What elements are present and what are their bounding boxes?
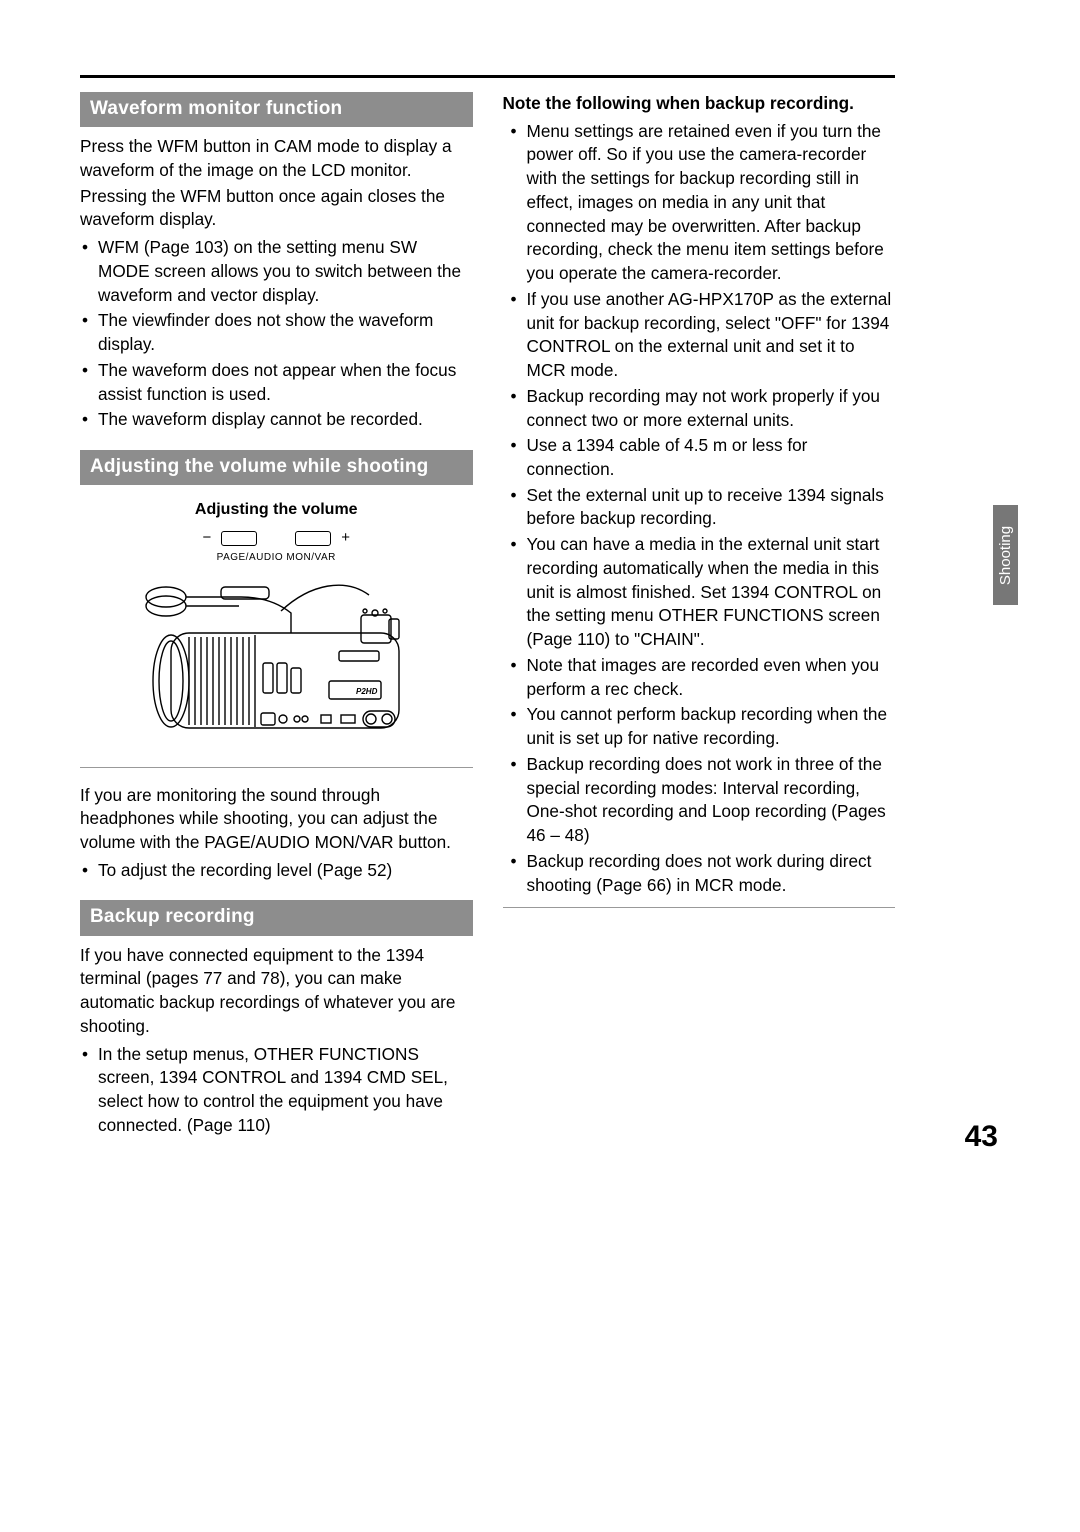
list-item: The viewfinder does not show the wavefor… (80, 309, 473, 356)
list-item: If you use another AG-HPX170P as the ext… (503, 288, 896, 383)
figure-title: Adjusting the volume (80, 499, 473, 521)
right-column: Note the following when backup recording… (503, 92, 896, 1156)
list-item: In the setup menus, OTHER FUNCTIONS scre… (80, 1043, 473, 1138)
waveform-bullets: WFM (Page 103) on the setting menu SW MO… (80, 236, 473, 432)
list-item: The waveform does not appear when the fo… (80, 359, 473, 406)
notes-bullets: Menu settings are retained even if you t… (503, 120, 896, 898)
waveform-intro-1: Press the WFM button in CAM mode to disp… (80, 135, 473, 182)
list-item: Use a 1394 cable of 4.5 m or less for co… (503, 434, 896, 481)
list-item: Set the external unit up to receive 1394… (503, 484, 896, 531)
volume-body: If you are monitoring the sound through … (80, 784, 473, 855)
list-item: Backup recording may not work properly i… (503, 385, 896, 432)
backup-section: Backup recording If you have connected e… (80, 900, 473, 1137)
backup-bullets: In the setup menus, OTHER FUNCTIONS scre… (80, 1043, 473, 1138)
waveform-header: Waveform monitor function (80, 92, 473, 127)
volume-up-icon (295, 531, 331, 546)
volume-header: Adjusting the volume while shooting (80, 450, 473, 485)
volume-section: Adjusting the volume while shooting Adju… (80, 450, 473, 882)
manual-page: Waveform monitor function Press the WFM … (0, 0, 1080, 1196)
two-column-layout: Waveform monitor function Press the WFM … (80, 92, 895, 1156)
list-item: WFM (Page 103) on the setting menu SW MO… (80, 236, 473, 307)
backup-header: Backup recording (80, 900, 473, 935)
notes-heading: Note the following when backup recording… (503, 92, 896, 116)
volume-bullets: To adjust the recording level (Page 52) (80, 859, 473, 883)
svg-text:P2HD: P2HD (356, 687, 378, 696)
list-item: Menu settings are retained even if you t… (503, 120, 896, 286)
list-item: You can have a media in the external uni… (503, 533, 896, 652)
section-divider (503, 907, 896, 908)
chapter-tab-label: Shooting (997, 525, 1014, 584)
figure-caption: PAGE/AUDIO MON/VAR (80, 551, 473, 565)
left-column: Waveform monitor function Press the WFM … (80, 92, 473, 1156)
list-item: The waveform display cannot be recorded. (80, 408, 473, 432)
camcorder-icon: P2HD (131, 573, 421, 748)
list-item: Backup recording does not work in three … (503, 753, 896, 848)
waveform-section: Waveform monitor function Press the WFM … (80, 92, 473, 432)
minus-label: − (202, 528, 211, 549)
backup-intro: If you have connected equipment to the 1… (80, 944, 473, 1039)
volume-figure: Adjusting the volume − + PAGE/AUDIO MON/… (80, 493, 473, 767)
top-rule (80, 75, 895, 78)
plus-label: + (341, 528, 350, 549)
chapter-tab: Shooting (993, 505, 1018, 605)
page-number: 43 (965, 1120, 998, 1154)
list-item: You cannot perform backup recording when… (503, 703, 896, 750)
volume-buttons-row: − + (202, 528, 350, 549)
list-item: To adjust the recording level (Page 52) (80, 859, 473, 883)
volume-down-icon (221, 531, 257, 546)
list-item: Backup recording does not work during di… (503, 850, 896, 897)
waveform-intro-2: Pressing the WFM button once again close… (80, 185, 473, 232)
list-item: Note that images are recorded even when … (503, 654, 896, 701)
